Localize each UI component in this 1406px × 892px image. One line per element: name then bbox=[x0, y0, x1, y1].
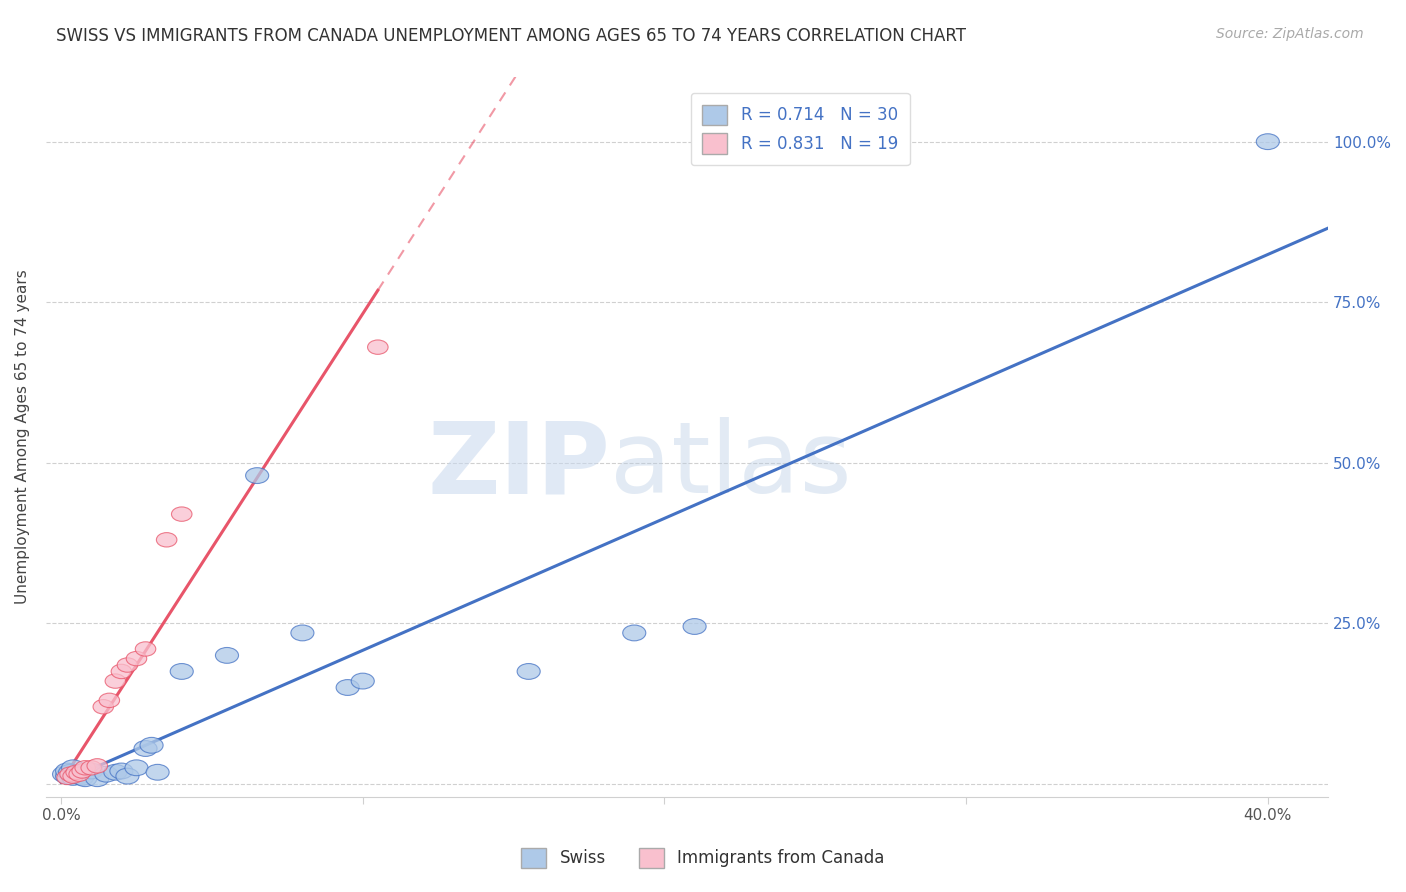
Ellipse shape bbox=[65, 766, 87, 782]
Ellipse shape bbox=[94, 766, 118, 782]
Ellipse shape bbox=[117, 657, 138, 673]
Ellipse shape bbox=[59, 764, 82, 780]
Ellipse shape bbox=[70, 770, 94, 785]
Ellipse shape bbox=[170, 664, 193, 680]
Ellipse shape bbox=[75, 761, 96, 775]
Ellipse shape bbox=[62, 770, 84, 785]
Ellipse shape bbox=[62, 760, 84, 776]
Ellipse shape bbox=[141, 738, 163, 753]
Text: ZIP: ZIP bbox=[427, 417, 610, 515]
Ellipse shape bbox=[66, 765, 86, 780]
Ellipse shape bbox=[98, 693, 120, 707]
Text: atlas: atlas bbox=[610, 417, 852, 515]
Ellipse shape bbox=[104, 764, 127, 780]
Ellipse shape bbox=[56, 770, 77, 785]
Ellipse shape bbox=[146, 764, 169, 780]
Ellipse shape bbox=[156, 533, 177, 547]
Ellipse shape bbox=[87, 759, 107, 773]
Ellipse shape bbox=[86, 771, 108, 787]
Text: SWISS VS IMMIGRANTS FROM CANADA UNEMPLOYMENT AMONG AGES 65 TO 74 YEARS CORRELATI: SWISS VS IMMIGRANTS FROM CANADA UNEMPLOY… bbox=[56, 27, 966, 45]
Ellipse shape bbox=[172, 507, 193, 521]
Ellipse shape bbox=[367, 340, 388, 354]
Ellipse shape bbox=[69, 767, 90, 781]
Ellipse shape bbox=[52, 766, 76, 782]
Ellipse shape bbox=[683, 618, 706, 634]
Ellipse shape bbox=[291, 625, 314, 640]
Ellipse shape bbox=[82, 761, 101, 775]
Ellipse shape bbox=[127, 651, 146, 665]
Ellipse shape bbox=[72, 764, 93, 778]
Ellipse shape bbox=[215, 648, 239, 664]
Ellipse shape bbox=[56, 768, 79, 784]
Ellipse shape bbox=[517, 664, 540, 680]
Legend: Swiss, Immigrants from Canada: Swiss, Immigrants from Canada bbox=[515, 841, 891, 875]
Ellipse shape bbox=[56, 763, 79, 779]
Ellipse shape bbox=[73, 771, 97, 787]
Ellipse shape bbox=[125, 760, 148, 776]
Text: Source: ZipAtlas.com: Source: ZipAtlas.com bbox=[1216, 27, 1364, 41]
Ellipse shape bbox=[67, 768, 91, 784]
Ellipse shape bbox=[134, 740, 157, 756]
Ellipse shape bbox=[63, 769, 83, 783]
Ellipse shape bbox=[135, 641, 156, 657]
Ellipse shape bbox=[111, 665, 132, 679]
Ellipse shape bbox=[110, 763, 134, 779]
Ellipse shape bbox=[623, 625, 645, 640]
Ellipse shape bbox=[336, 680, 359, 696]
Ellipse shape bbox=[80, 763, 103, 779]
Ellipse shape bbox=[352, 673, 374, 689]
Ellipse shape bbox=[60, 767, 80, 781]
Ellipse shape bbox=[93, 699, 114, 714]
Ellipse shape bbox=[105, 673, 125, 689]
Ellipse shape bbox=[246, 467, 269, 483]
Ellipse shape bbox=[1257, 134, 1279, 150]
Y-axis label: Unemployment Among Ages 65 to 74 years: Unemployment Among Ages 65 to 74 years bbox=[15, 269, 30, 605]
Legend: R = 0.714   N = 30, R = 0.831   N = 19: R = 0.714 N = 30, R = 0.831 N = 19 bbox=[690, 93, 910, 165]
Ellipse shape bbox=[115, 768, 139, 784]
